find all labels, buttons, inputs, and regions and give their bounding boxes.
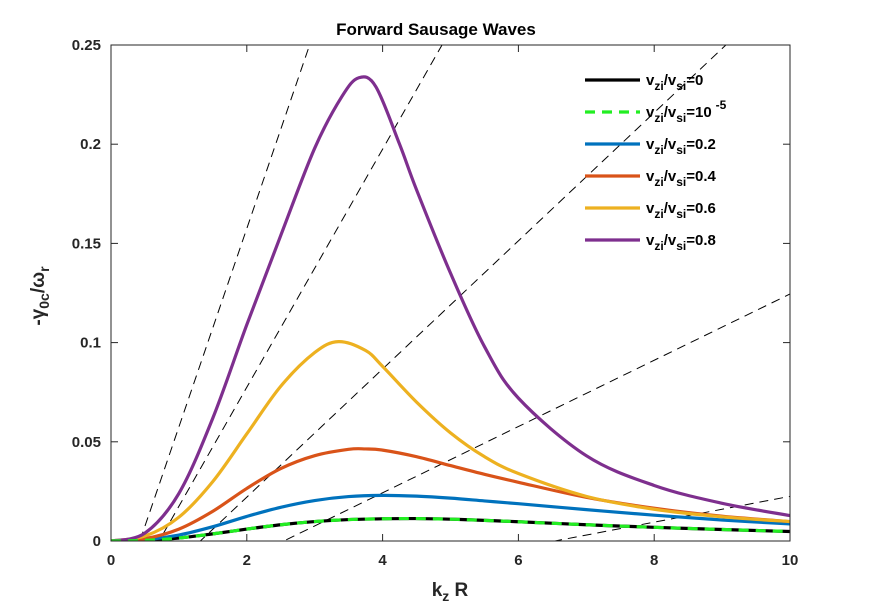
x-tick-label: 8 bbox=[650, 552, 658, 569]
series-line bbox=[111, 340, 790, 541]
y-tick-label: 0.05 bbox=[72, 434, 101, 451]
y-tick-label: 0.1 bbox=[80, 335, 101, 352]
reference-line bbox=[139, 45, 311, 541]
axes-box bbox=[110, 44, 791, 542]
series-line bbox=[111, 493, 790, 541]
x-tick-label: 2 bbox=[243, 552, 251, 569]
y-axis: 0 0.05 0.1 0.15 0.2 0.25 bbox=[72, 37, 790, 550]
x-axis: 0 2 4 6 8 10 bbox=[107, 45, 799, 569]
x-axis-label: kz R bbox=[432, 580, 469, 604]
x-tick-label: 6 bbox=[514, 552, 522, 569]
reference-line bbox=[158, 45, 443, 541]
legend-label: vzi/vsi=0.8 bbox=[646, 232, 716, 253]
series-line bbox=[111, 516, 790, 541]
x-tick-label: 0 bbox=[107, 552, 115, 569]
y-tick-label: 0.2 bbox=[80, 136, 101, 153]
x-tick-label: 10 bbox=[782, 552, 799, 569]
y-axis-label: -γ0c/ωr bbox=[28, 266, 52, 326]
plot-area bbox=[111, 45, 790, 541]
legend-label: vzi/vsi=10 -5 bbox=[646, 98, 727, 125]
chart-title: Forward Sausage Waves bbox=[336, 20, 536, 39]
reference-line bbox=[199, 45, 727, 541]
reference-line bbox=[282, 293, 790, 541]
y-tick-label: 0 bbox=[93, 533, 101, 550]
y-tick-label: 0.25 bbox=[72, 37, 101, 54]
legend-label: vzi/vsi=0 bbox=[646, 72, 703, 93]
series-lines bbox=[111, 75, 790, 541]
series-line bbox=[111, 75, 790, 541]
y-tick-label: 0.15 bbox=[72, 235, 101, 252]
legend-label: vzi/vsi=0.4 bbox=[646, 168, 716, 189]
x-tick-label: 4 bbox=[378, 552, 387, 569]
legend: vzi/vsi=0 vzi/vsi=10 -5 vzi/vsi=0.2 vzi/vsi=… bbox=[585, 72, 727, 253]
legend-label: vzi/vsi=0.2 bbox=[646, 136, 716, 157]
legend-label: vzi/vsi=0.6 bbox=[646, 200, 716, 221]
